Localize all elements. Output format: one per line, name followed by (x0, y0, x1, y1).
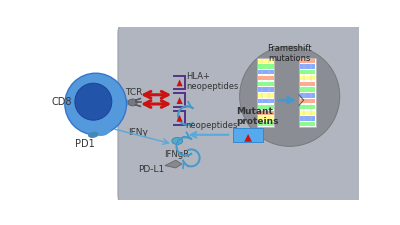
FancyBboxPatch shape (299, 58, 316, 127)
Polygon shape (176, 79, 183, 86)
Text: IFNgR: IFNgR (164, 150, 189, 159)
Ellipse shape (172, 137, 183, 144)
Polygon shape (165, 160, 182, 168)
FancyBboxPatch shape (257, 58, 274, 127)
Bar (300, 64, 315, 69)
FancyBboxPatch shape (118, 19, 365, 209)
Ellipse shape (116, 98, 130, 107)
Bar (300, 93, 315, 98)
Bar (300, 122, 315, 126)
Text: PD-L1: PD-L1 (138, 165, 164, 174)
Bar (300, 88, 315, 92)
Bar (258, 110, 274, 115)
Text: TCR: TCR (125, 88, 142, 97)
Bar (300, 99, 315, 103)
Bar (300, 82, 315, 86)
Bar (258, 58, 274, 63)
Bar (258, 82, 274, 86)
Circle shape (65, 73, 126, 135)
Polygon shape (176, 115, 183, 122)
Ellipse shape (88, 132, 99, 138)
Text: IFNγ: IFNγ (128, 128, 148, 137)
Bar (258, 93, 274, 98)
Text: Mutant
proteins: Mutant proteins (236, 107, 278, 126)
Circle shape (240, 46, 340, 146)
Bar (300, 116, 315, 121)
Bar (300, 105, 315, 109)
Circle shape (75, 83, 112, 120)
Bar (258, 105, 274, 109)
Bar (258, 122, 274, 126)
Bar (258, 99, 274, 103)
Polygon shape (244, 134, 252, 142)
Bar (300, 110, 315, 115)
Bar (258, 64, 274, 69)
Bar (258, 116, 274, 121)
Ellipse shape (95, 124, 112, 136)
Bar (258, 70, 274, 74)
Text: CD8: CD8 (52, 97, 72, 107)
Text: neopeptides: neopeptides (185, 121, 237, 130)
Ellipse shape (128, 99, 137, 106)
FancyBboxPatch shape (234, 128, 263, 142)
Text: HLA+
neopeptides: HLA+ neopeptides (186, 72, 239, 91)
Bar (258, 76, 274, 80)
Bar (300, 76, 315, 80)
Text: PD1: PD1 (75, 139, 95, 149)
Polygon shape (176, 97, 183, 104)
Bar (300, 70, 315, 74)
Bar (258, 88, 274, 92)
Text: Frameshift
mutations: Frameshift mutations (268, 44, 312, 63)
Bar (300, 58, 315, 63)
